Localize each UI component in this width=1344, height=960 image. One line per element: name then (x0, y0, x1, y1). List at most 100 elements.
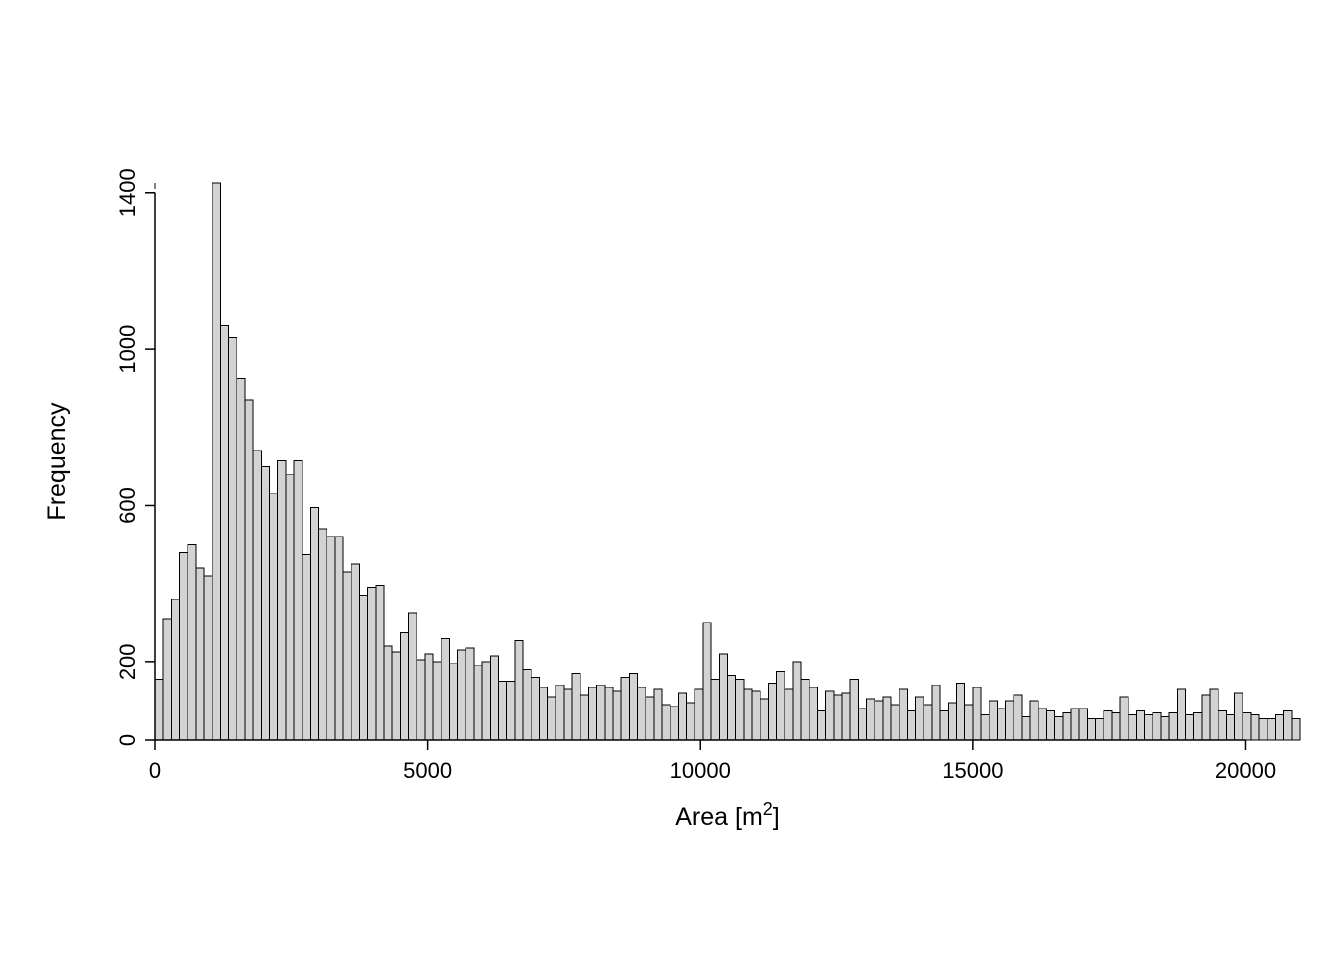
histogram-bar (270, 494, 278, 740)
histogram-bar (1046, 711, 1054, 740)
histogram-bar (907, 711, 915, 740)
histogram-bar (302, 554, 310, 740)
histogram-bar (646, 697, 654, 740)
histogram-bar (163, 619, 171, 740)
histogram-bar (662, 705, 670, 740)
histogram-bar (1014, 695, 1022, 740)
histogram-bar (809, 687, 817, 740)
histogram-bar (539, 687, 547, 740)
histogram-bar (507, 681, 515, 740)
histogram-bar (1169, 713, 1177, 740)
histogram-bar (253, 451, 261, 740)
histogram-bar (703, 623, 711, 740)
histogram-bar (777, 672, 785, 740)
histogram-bar (687, 703, 695, 740)
histogram-bar (490, 656, 498, 740)
histogram-bar (817, 711, 825, 740)
histogram-bar (826, 691, 834, 740)
histogram-bar (1186, 715, 1194, 740)
histogram-bar (548, 697, 556, 740)
histogram-bar (1202, 695, 1210, 740)
histogram-bar (261, 466, 269, 740)
x-tick-label: 15000 (942, 758, 1003, 783)
histogram-bar (1030, 701, 1038, 740)
histogram-bar (768, 683, 776, 740)
x-tick-label: 5000 (403, 758, 452, 783)
histogram-bar (204, 576, 212, 740)
histogram-bar (417, 660, 425, 740)
histogram-bar (1079, 709, 1087, 740)
histogram-bar (466, 648, 474, 740)
histogram-bar (605, 687, 613, 740)
histogram-bar (850, 679, 858, 740)
histogram-bar (359, 595, 367, 740)
histogram-bar (335, 537, 343, 740)
histogram-bar (654, 689, 662, 740)
histogram-bar (1104, 711, 1112, 740)
y-tick-label: 1400 (115, 168, 140, 217)
histogram-bar (1259, 719, 1267, 740)
histogram-bar (695, 689, 703, 740)
y-tick-label: 0 (115, 734, 140, 746)
histogram-bar (1235, 693, 1243, 740)
histogram-bar (319, 529, 327, 740)
y-tick-label: 200 (115, 643, 140, 680)
histogram-bar (1055, 717, 1063, 740)
histogram-bar (212, 183, 220, 740)
histogram-bar (719, 654, 727, 740)
histogram-bar (785, 689, 793, 740)
histogram-bar (965, 705, 973, 740)
histogram-bar (1284, 711, 1292, 740)
histogram-bar (1153, 713, 1161, 740)
histogram-bar (1087, 719, 1095, 740)
histogram-bar (940, 711, 948, 740)
histogram-container: 05000100001500020000020060010001400Area … (0, 0, 1344, 960)
histogram-bar (515, 640, 523, 740)
histogram-bar (531, 677, 539, 740)
histogram-bar (564, 689, 572, 740)
histogram-bar (752, 691, 760, 740)
histogram-bar (801, 679, 809, 740)
histogram-bar (171, 599, 179, 740)
histogram-bar (474, 666, 482, 740)
y-tick-label: 600 (115, 487, 140, 524)
histogram-bar (400, 633, 408, 740)
histogram-bar (1218, 711, 1226, 740)
histogram-bar (1161, 717, 1169, 740)
histogram-bar (997, 709, 1005, 740)
histogram-bar (229, 337, 237, 740)
histogram-bar (392, 652, 400, 740)
histogram-bar (1145, 715, 1153, 740)
histogram-bar (989, 701, 997, 740)
histogram-bar (957, 683, 965, 740)
histogram-bar (899, 689, 907, 740)
histogram-bar (196, 568, 204, 740)
histogram-bar (441, 638, 449, 740)
histogram-bar (580, 695, 588, 740)
histogram-bar (916, 697, 924, 740)
histogram-bar (1071, 709, 1079, 740)
histogram-bar (425, 654, 433, 740)
histogram-bar (711, 679, 719, 740)
histogram-bar (482, 662, 490, 740)
histogram-bar (1177, 689, 1185, 740)
histogram-bar (1243, 713, 1251, 740)
histogram-bar (1275, 715, 1283, 740)
histogram-bar (858, 709, 866, 740)
histogram-bar (1096, 719, 1104, 740)
histogram-bar (744, 689, 752, 740)
histogram-bar (924, 705, 932, 740)
histogram-bar (343, 572, 351, 740)
histogram-bar (523, 670, 531, 740)
histogram-bar (760, 699, 768, 740)
histogram-bar (1022, 717, 1030, 740)
histogram-bar (1136, 711, 1144, 740)
histogram-bar (351, 564, 359, 740)
histogram-bar (948, 703, 956, 740)
histogram-bar (1292, 719, 1300, 740)
histogram-bar (180, 552, 188, 740)
histogram-bar (621, 677, 629, 740)
histogram-bar (867, 699, 875, 740)
histogram-bar (638, 687, 646, 740)
histogram-bar (1128, 715, 1136, 740)
